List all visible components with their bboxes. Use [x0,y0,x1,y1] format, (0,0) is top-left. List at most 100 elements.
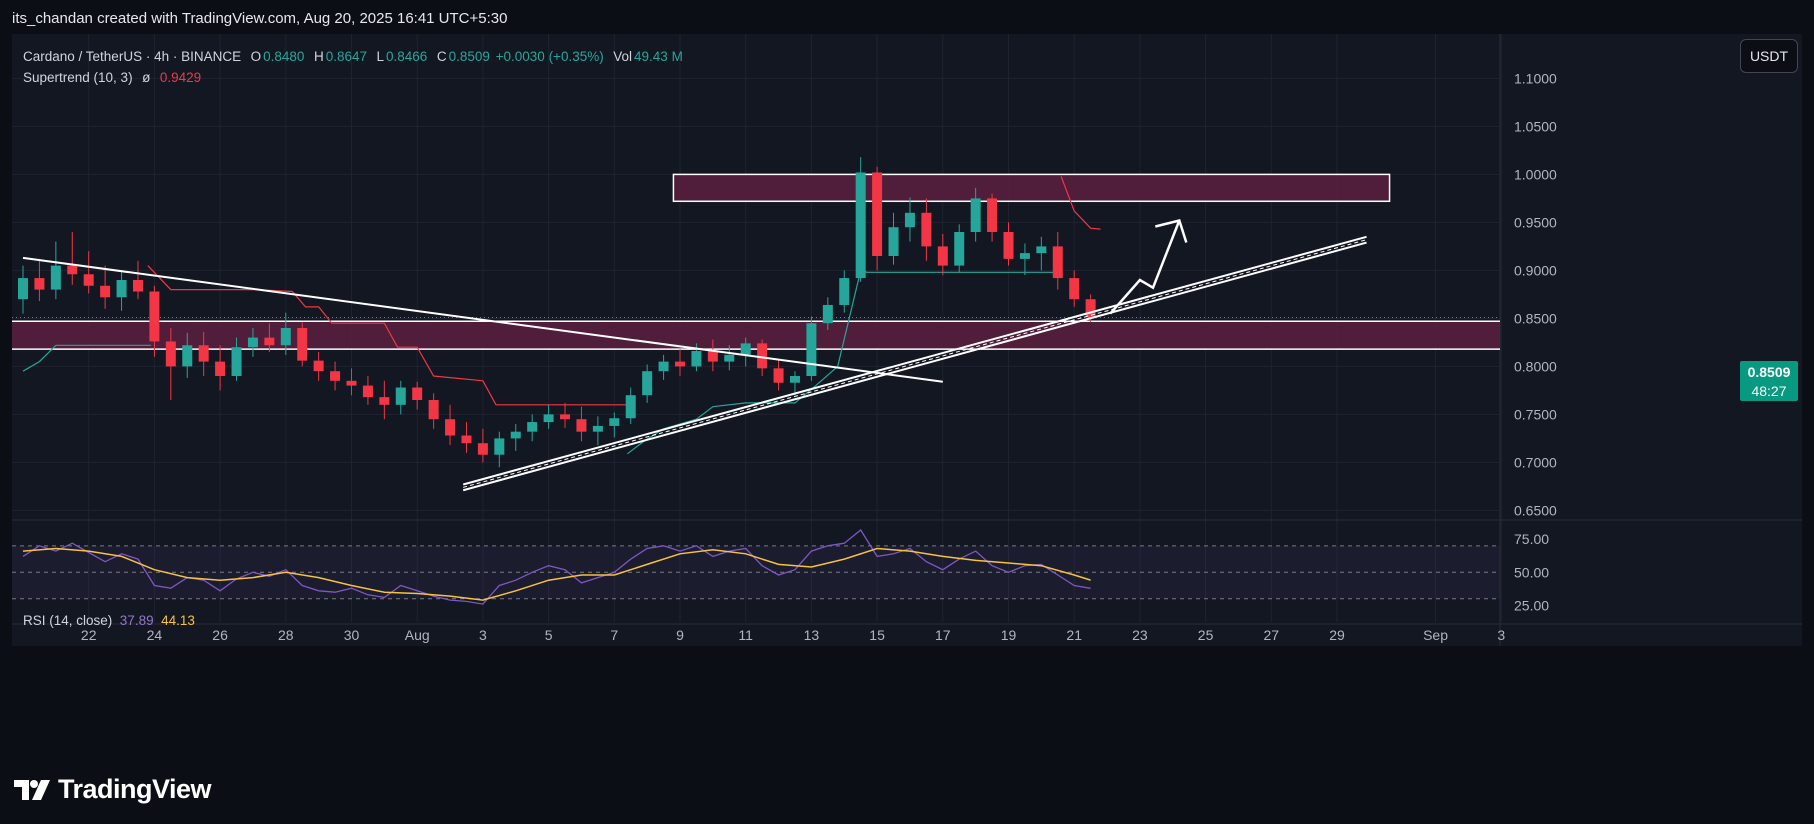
rsi-label[interactable]: RSI (14, close) [23,613,113,628]
candle-body [1052,246,1063,279]
candle-body [18,278,28,300]
currency-button[interactable]: USDT [1740,39,1798,73]
rsi-ma-line [22,547,1091,601]
candle-body [527,422,538,432]
price-tick-label: 0.7000 [1514,454,1557,470]
candle-body [904,212,915,228]
candle-body [625,395,636,419]
candles [18,157,1096,468]
supertrend-down-late-line [1060,176,1101,230]
candle-body [346,380,357,386]
time-tick-label: 13 [804,627,820,643]
price-tick-label: 0.9000 [1514,262,1557,278]
candle-body [313,360,324,372]
attribution-text: its_chandan created with TradingView.com… [12,10,508,27]
time-tick-label: 3 [479,627,487,643]
candle-body [675,361,685,367]
supertrend-up-early-line [22,344,152,372]
rsi-line [22,529,1091,605]
time-tick-label: 30 [344,627,360,643]
bar-countdown: 48:27 [1751,383,1787,399]
chart-legend: Cardano / TetherUS · 4h · BINANCE O 0.848… [23,46,685,88]
candle-body [379,397,390,405]
candle-body [510,431,521,439]
candle-body [34,278,45,290]
candle-body [67,265,78,275]
indicator-value: 0.9429 [159,70,202,85]
open-label: O [250,49,262,64]
time-tick-label: 28 [278,627,294,643]
candle-body [560,414,571,420]
rsi-value: 37.89 [119,613,154,628]
low-label: L [376,49,385,64]
uptrend-line [462,241,1367,492]
footer-bar [0,750,1814,824]
time-tick-label: 15 [869,627,885,643]
rsi-legend: RSI (14, close) 37.89 44.13 [23,613,195,628]
close-value: 0.8509 [448,49,490,64]
candle-body [806,323,817,376]
candle-body [740,343,751,355]
candle-body [264,337,275,346]
candle-body [609,418,620,426]
price-tick-label: 0.7500 [1514,406,1557,422]
volume-value: 49.43 M [634,49,683,64]
candle-body [461,435,472,444]
candle-body [921,212,932,247]
candle-body [707,351,718,362]
tradingview-logo[interactable]: TradingView [14,774,212,805]
chart-canvas[interactable]: 1.1000 1.0500 1.0000 0.9500 0.9000 0.8500 0.80… [12,34,1802,750]
candle-body [412,387,423,400]
price-tick-label: 0.8500 [1514,310,1557,326]
change-value: +0.0030 (+0.35%) [495,49,604,64]
candle-body [395,387,406,405]
time-tick-label: 25 [1198,627,1214,643]
candle-body [576,419,587,432]
rsi-tick-label: 75.00 [1514,531,1549,547]
candle-body [1069,278,1080,300]
rsi-tick-label: 25.00 [1514,597,1549,613]
support-zone [12,321,1500,350]
last-price: 0.8509 [1747,364,1791,380]
candle-body [1085,299,1096,318]
candle-body [757,343,768,369]
candle-body [132,280,143,292]
price-tick-label: 0.9500 [1514,214,1557,230]
price-tick-label: 0.8000 [1514,358,1557,374]
volume-label: Vol [613,49,633,64]
open-value: 0.8480 [263,49,305,64]
candle-body [83,274,94,286]
candle-body [149,291,160,342]
price-tick-label: 1.1000 [1514,70,1557,86]
candle-body [477,443,488,455]
projection-arrow [1109,220,1181,315]
candle-body [773,368,784,383]
close-label: C [436,49,447,64]
candle-body [247,337,258,348]
price-tick-label: 1.0000 [1514,166,1557,182]
candle-body [839,278,850,305]
candle-body [116,280,127,298]
time-tick-label: Aug [405,627,430,643]
projection-arrow-head [1155,218,1188,243]
time-tick-label: 17 [935,627,951,643]
time-tick-label: 22 [81,627,97,643]
indicator-legend-row: Supertrend (10, 3) ø 0.9429 [23,67,685,88]
rsi-pane: 75.00 50.00 25.00 [12,529,1549,613]
candle-body [642,371,653,396]
candle-body [198,345,209,362]
downtrend-line [22,256,943,383]
time-tick-label: 27 [1264,627,1280,643]
symbol-label[interactable]: Cardano / TetherUS · 4h · BINANCE [23,49,242,64]
candle-body [592,425,603,432]
candle-body [1036,246,1047,254]
time-tick-label: 21 [1066,627,1082,643]
candle-body [855,172,866,279]
candle-body [280,328,291,346]
last-price-tag: 0.8509 48:27 [1740,361,1798,401]
time-tick-label: 5 [545,627,553,643]
indicator-label[interactable]: Supertrend (10, 3) [23,70,133,85]
candle-body [543,414,554,423]
price-axis: 1.1000 1.0500 1.0000 0.9500 0.9000 0.8500 0.80… [1514,70,1557,518]
uptrend-center-line [463,239,1367,488]
